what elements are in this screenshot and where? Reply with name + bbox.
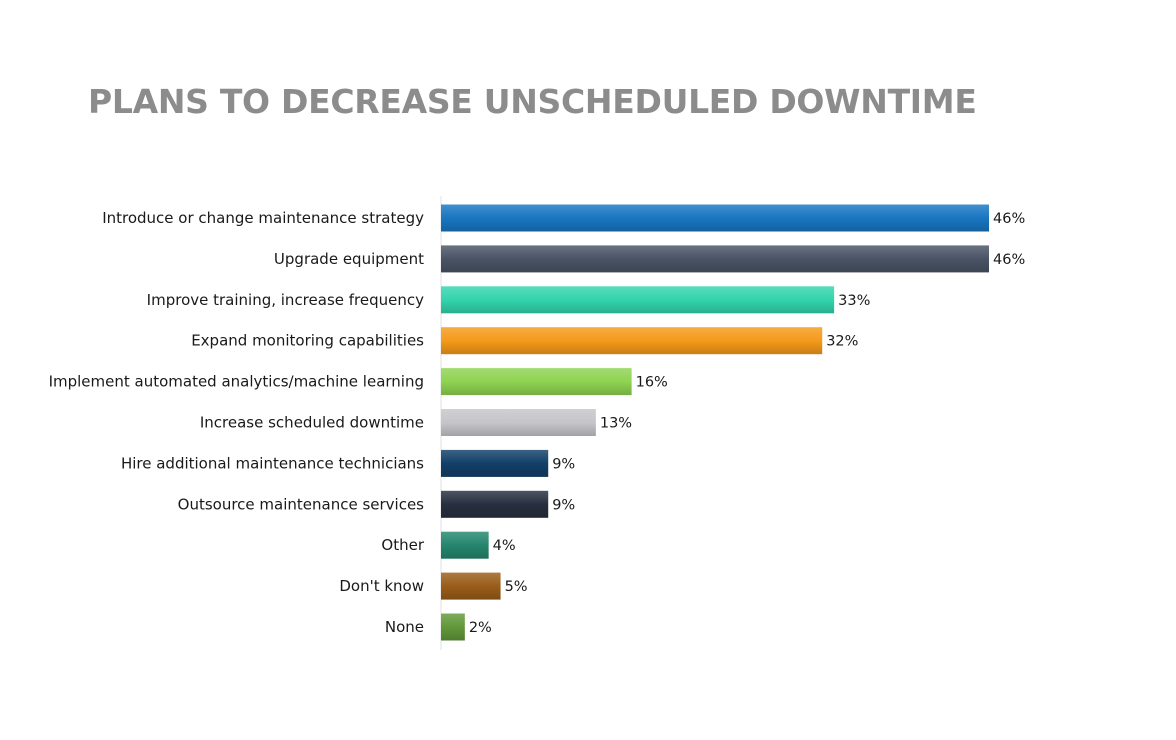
category-label: Hire additional maintenance technicians	[121, 454, 424, 472]
bar	[441, 368, 632, 396]
value-label: 5%	[505, 579, 528, 595]
bar	[441, 327, 823, 355]
value-label: 32%	[826, 334, 858, 350]
bar	[441, 613, 465, 641]
value-label: 2%	[469, 620, 492, 636]
category-label: Other	[381, 536, 424, 554]
value-label: 33%	[838, 293, 870, 309]
category-label: Implement automated analytics/machine le…	[49, 373, 424, 391]
category-label: Expand monitoring capabilities	[191, 332, 424, 350]
bar	[441, 204, 989, 232]
category-label: Upgrade equipment	[274, 250, 424, 268]
bar	[441, 531, 489, 559]
category-label: Don't know	[339, 577, 424, 595]
value-label: 16%	[636, 375, 668, 391]
value-label: 4%	[493, 538, 516, 554]
bar	[441, 490, 549, 518]
category-label: Outsource maintenance services	[178, 495, 425, 513]
value-label: 9%	[552, 456, 575, 472]
bar	[441, 245, 989, 273]
value-label: 9%	[552, 497, 575, 513]
bar	[441, 449, 549, 477]
value-label: 46%	[993, 211, 1025, 227]
value-label: 46%	[993, 252, 1025, 268]
bar	[441, 572, 501, 600]
category-label: Improve training, increase frequency	[147, 291, 424, 309]
category-label: None	[385, 618, 424, 636]
chart-title: PLANS TO DECREASE UNSCHEDULED DOWNTIME	[88, 82, 977, 121]
bar	[441, 286, 835, 314]
category-label: Introduce or change maintenance strategy	[102, 209, 424, 227]
bar	[441, 409, 596, 436]
category-label: Increase scheduled downtime	[200, 414, 424, 432]
value-label: 13%	[600, 416, 632, 432]
